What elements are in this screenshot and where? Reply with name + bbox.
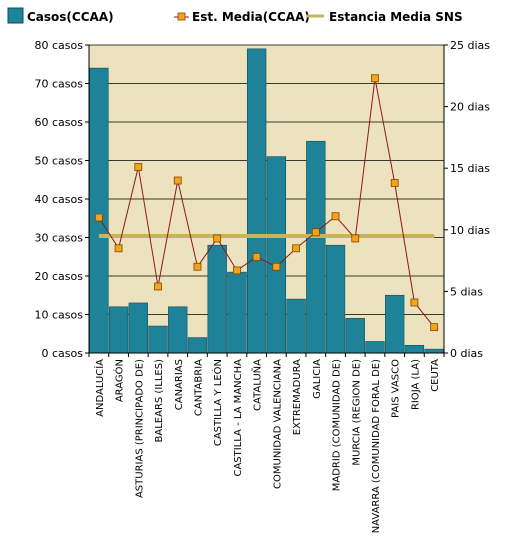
category-label: CEUTA [430, 359, 441, 392]
category-label: RIOJA (LA) [410, 359, 421, 410]
line-point [213, 234, 222, 243]
right-tick-label: 15 dias [450, 162, 490, 175]
line-point [390, 179, 399, 187]
legend-label-casos: Casos(CCAA) [27, 10, 114, 24]
left-tick-label: 30 casos [35, 232, 84, 245]
legend-marker-swatch [177, 12, 186, 21]
left-tick-label: 40 casos [35, 193, 84, 206]
line-point [94, 213, 103, 222]
category-label: ASTURIAS (PRINCIPADO DE) [134, 359, 145, 498]
bar [128, 302, 148, 354]
right-tick-label: 10 dias [450, 224, 490, 237]
category-label: EXTREMADURA [292, 359, 303, 435]
line-point [114, 244, 123, 253]
bar [286, 298, 306, 354]
line-point [331, 212, 340, 221]
line-point [134, 163, 143, 171]
left-tick-label: 80 casos [35, 39, 84, 52]
right-axis-ticks: 0 dias 5 dias 10 dias 15 dias 20 dias 25 dias [444, 39, 490, 360]
left-tick-label: 60 casos [35, 116, 84, 129]
category-label: MURCIA (REGION DE) [351, 359, 362, 466]
bar [365, 341, 385, 354]
legend-label-est-media: Est. Media(CCAA) [192, 10, 310, 24]
line-series [94, 74, 439, 332]
line-point [430, 323, 439, 332]
right-tick-label: 25 dias [450, 39, 490, 52]
line-point [154, 282, 162, 291]
category-label: NAVARRA (COMUNIDAD FORAL DE) [371, 359, 382, 533]
bar [306, 140, 326, 354]
legend-bar-swatch [7, 7, 24, 24]
grid-lines [89, 44, 444, 315]
line-point [252, 253, 261, 261]
line-point [292, 244, 300, 253]
bar [385, 294, 405, 354]
bar [89, 67, 109, 354]
left-axis-ticks: 0 casos 10 casos 20 casos 30 casos 40 casos 5… [35, 39, 89, 360]
line-point [272, 262, 281, 271]
line-point [173, 176, 182, 185]
category-labels: ANDALUCÍA ARAGÓN ASTURIAS (PRINCIPADO DE) B… [93, 359, 441, 533]
series-line [98, 78, 435, 328]
right-tick-label: 0 dias [450, 347, 483, 360]
line-point [193, 262, 202, 271]
bar [266, 156, 287, 354]
category-label: CASTILLA Y LEÓN [211, 359, 224, 446]
bar [325, 244, 346, 354]
left-tick-label: 10 casos [35, 309, 84, 322]
line-point [410, 298, 419, 307]
category-label: GALICIA [312, 359, 323, 399]
left-tick-label: 20 casos [35, 270, 84, 283]
left-tick-label: 0 casos [42, 347, 84, 360]
right-tick-label: 5 dias [450, 285, 483, 298]
category-label: ARAGÓN [113, 359, 126, 402]
category-label: PAIS VASCO [391, 359, 402, 418]
left-tick-label: 50 casos [35, 155, 84, 168]
legend: Casos(CCAA) Est. Media(CCAA) Estancia Me… [7, 7, 463, 24]
category-label: MADRID (COMUNIDAD DE) [332, 359, 343, 491]
category-label: BALEARS (ILLES) [154, 359, 165, 443]
bar [108, 306, 129, 354]
bar [207, 244, 227, 354]
bar [424, 348, 444, 354]
legend-label-estancia-sns: Estancia Media SNS [329, 10, 463, 24]
category-label: CASTILLA - LA MANCHA [233, 359, 244, 477]
right-tick-label: 20 dias [450, 101, 490, 114]
bar [345, 318, 365, 354]
bar [187, 337, 208, 354]
line-point [311, 228, 320, 237]
category-label: CANTABRIA [193, 359, 204, 416]
left-tick-label: 70 casos [35, 78, 84, 91]
bar [404, 344, 425, 354]
bar [227, 271, 247, 354]
bar [168, 306, 188, 354]
bar [148, 325, 168, 354]
line-point [351, 234, 360, 243]
line-point [371, 74, 379, 83]
bar [246, 48, 267, 354]
category-label: CANARIAS [174, 359, 185, 410]
category-label: CATALUÑA [251, 359, 264, 411]
category-label: COMUNIDAD VALENCIANA [272, 359, 283, 489]
category-label: ANDALUCÍA [93, 359, 106, 417]
bar-series [89, 48, 444, 354]
line-point [233, 266, 241, 275]
